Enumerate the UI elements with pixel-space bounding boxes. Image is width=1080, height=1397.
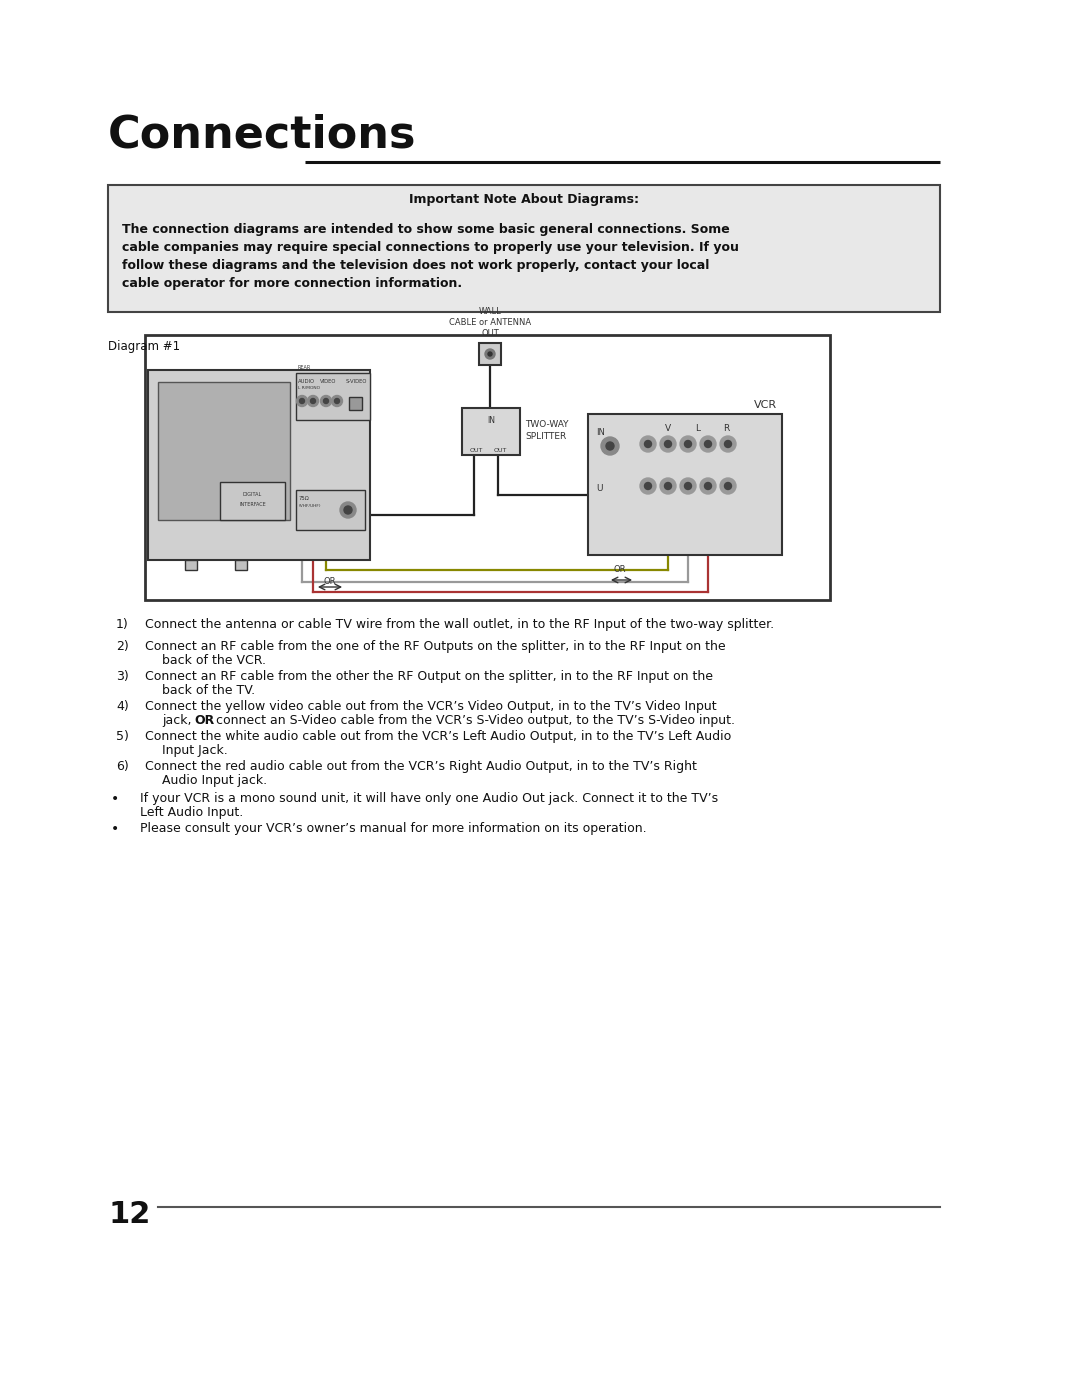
Text: back of the VCR.: back of the VCR. bbox=[162, 654, 266, 666]
Circle shape bbox=[720, 478, 735, 495]
Text: Connect the antenna or cable TV wire from the wall outlet, in to the RF Input of: Connect the antenna or cable TV wire fro… bbox=[145, 617, 774, 631]
Text: Please consult your VCR’s owner’s manual for more information on its operation.: Please consult your VCR’s owner’s manual… bbox=[140, 821, 647, 835]
Circle shape bbox=[720, 436, 735, 453]
Text: The connection diagrams are intended to show some basic general connections. Som: The connection diagrams are intended to … bbox=[122, 224, 739, 291]
Text: Connect an RF cable from the one of the RF Outputs on the splitter, in to the RF: Connect an RF cable from the one of the … bbox=[145, 640, 726, 652]
Text: 2): 2) bbox=[116, 640, 129, 652]
Circle shape bbox=[704, 482, 712, 489]
Text: Connections: Connections bbox=[108, 115, 417, 156]
Text: connect an S-Video cable from the VCR’s S-Video output, to the TV’s S-Video inpu: connect an S-Video cable from the VCR’s … bbox=[212, 714, 735, 726]
Circle shape bbox=[485, 349, 495, 359]
Bar bbox=[220, 482, 285, 520]
Text: If your VCR is a mono sound unit, it will have only one Audio Out jack. Connect : If your VCR is a mono sound unit, it wil… bbox=[140, 792, 718, 805]
Bar bbox=[148, 370, 370, 560]
Text: 4): 4) bbox=[116, 700, 129, 712]
Text: AUDIO: AUDIO bbox=[298, 379, 315, 384]
Circle shape bbox=[488, 352, 492, 356]
Circle shape bbox=[321, 395, 332, 407]
Bar bbox=[185, 560, 197, 570]
Text: Connect the white audio cable out from the VCR’s Left Audio Output, in to the TV: Connect the white audio cable out from t… bbox=[145, 731, 731, 743]
Bar bbox=[480, 344, 501, 365]
Circle shape bbox=[640, 436, 656, 453]
Text: OUT: OUT bbox=[470, 448, 484, 453]
Text: OR: OR bbox=[194, 714, 214, 726]
Text: Connect an RF cable from the other the RF Output on the splitter, in to the RF I: Connect an RF cable from the other the R… bbox=[145, 671, 713, 683]
Text: R: R bbox=[723, 425, 729, 433]
Circle shape bbox=[660, 436, 676, 453]
Text: VIDEO: VIDEO bbox=[320, 379, 336, 384]
Circle shape bbox=[664, 482, 672, 489]
Circle shape bbox=[725, 440, 731, 447]
Text: WALL
CABLE or ANTENNA
OUT: WALL CABLE or ANTENNA OUT bbox=[449, 307, 531, 338]
Bar bbox=[108, 184, 940, 312]
Bar bbox=[296, 490, 365, 529]
Circle shape bbox=[700, 478, 716, 495]
Circle shape bbox=[660, 478, 676, 495]
Text: L: L bbox=[696, 425, 701, 433]
Text: Diagram #1: Diagram #1 bbox=[108, 339, 180, 353]
Text: Important Note About Diagrams:: Important Note About Diagrams: bbox=[409, 193, 639, 205]
Circle shape bbox=[311, 398, 315, 404]
Circle shape bbox=[606, 441, 615, 450]
Text: U: U bbox=[596, 483, 603, 493]
Circle shape bbox=[340, 502, 356, 518]
Text: OR: OR bbox=[613, 564, 625, 574]
Text: (VHF/UHF): (VHF/UHF) bbox=[299, 504, 322, 509]
Text: Connect the red audio cable out from the VCR’s Right Audio Output, in to the TV’: Connect the red audio cable out from the… bbox=[145, 760, 697, 773]
Circle shape bbox=[600, 437, 619, 455]
Circle shape bbox=[345, 506, 352, 514]
Bar bbox=[588, 414, 782, 555]
Text: jack,: jack, bbox=[162, 714, 195, 726]
Circle shape bbox=[308, 395, 319, 407]
Circle shape bbox=[645, 482, 651, 489]
Bar bbox=[145, 335, 831, 599]
Circle shape bbox=[664, 440, 672, 447]
Text: OUT: OUT bbox=[494, 448, 508, 453]
Text: 1): 1) bbox=[116, 617, 129, 631]
Bar bbox=[296, 373, 370, 420]
Text: S-VIDEO: S-VIDEO bbox=[346, 379, 367, 384]
Circle shape bbox=[680, 478, 696, 495]
Circle shape bbox=[685, 482, 691, 489]
Text: IN: IN bbox=[596, 427, 605, 437]
Text: Input Jack.: Input Jack. bbox=[162, 745, 228, 757]
Circle shape bbox=[704, 440, 712, 447]
Circle shape bbox=[640, 478, 656, 495]
Text: 12: 12 bbox=[108, 1200, 150, 1229]
Circle shape bbox=[299, 398, 305, 404]
Text: •: • bbox=[111, 821, 119, 835]
Text: REAR: REAR bbox=[298, 365, 311, 370]
Circle shape bbox=[685, 440, 691, 447]
Text: L R/MONO: L R/MONO bbox=[298, 386, 320, 390]
Text: OR: OR bbox=[324, 577, 336, 585]
Text: IN: IN bbox=[487, 416, 495, 425]
Circle shape bbox=[332, 395, 342, 407]
Text: 3): 3) bbox=[116, 671, 129, 683]
Bar bbox=[158, 381, 291, 520]
Text: V: V bbox=[665, 425, 671, 433]
Circle shape bbox=[645, 440, 651, 447]
Text: 6): 6) bbox=[116, 760, 129, 773]
Bar bbox=[235, 560, 247, 570]
Circle shape bbox=[297, 395, 308, 407]
Text: Audio Input jack.: Audio Input jack. bbox=[162, 774, 267, 787]
Text: TWO-WAY
SPLITTER: TWO-WAY SPLITTER bbox=[525, 420, 568, 441]
Text: DIGITAL: DIGITAL bbox=[243, 492, 262, 497]
Circle shape bbox=[335, 398, 339, 404]
Bar bbox=[349, 397, 362, 409]
Text: 75Ω: 75Ω bbox=[299, 496, 310, 502]
Text: INTERFACE: INTERFACE bbox=[239, 502, 266, 507]
Text: Connect the yellow video cable out from the VCR’s Video Output, in to the TV’s V: Connect the yellow video cable out from … bbox=[145, 700, 717, 712]
Circle shape bbox=[700, 436, 716, 453]
Text: Left Audio Input.: Left Audio Input. bbox=[140, 806, 243, 819]
Text: VCR: VCR bbox=[754, 400, 777, 409]
Circle shape bbox=[680, 436, 696, 453]
Circle shape bbox=[324, 398, 328, 404]
Bar bbox=[462, 408, 519, 455]
Text: back of the TV.: back of the TV. bbox=[162, 685, 255, 697]
Text: 5): 5) bbox=[116, 731, 129, 743]
Circle shape bbox=[725, 482, 731, 489]
Text: •: • bbox=[111, 792, 119, 806]
